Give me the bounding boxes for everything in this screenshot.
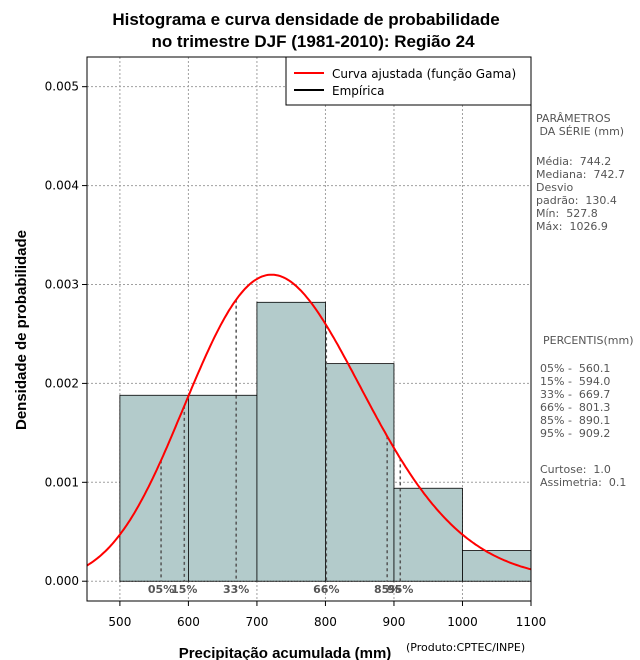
- params-values: Média: 744.2 Mediana: 742.7 Desvio padrã…: [536, 155, 625, 233]
- shape-stats: Curtose: 1.0 Assimetria: 0.1: [540, 463, 627, 489]
- histogram-bar-2: [256, 301, 326, 582]
- y-tick-label-2: 0.002: [45, 376, 79, 390]
- histogram-bar-1: [188, 394, 258, 582]
- percentile-label-2: 33%: [223, 583, 249, 596]
- legend-label-curve: Curva ajustada (função Gama): [332, 67, 516, 81]
- y-tick-label-1: 0.001: [45, 475, 79, 489]
- y-tick-label-0: 0.000: [45, 574, 79, 588]
- percentis-values: 05% - 560.1 15% - 594.0 33% - 669.7 66% …: [540, 362, 611, 440]
- y-axis-label: Densidade de probabilidade: [13, 230, 30, 430]
- histogram-bar-4: [393, 487, 463, 582]
- percentis-title: PERCENTIS(mm): [543, 334, 634, 347]
- y-tick-label-5: 0.005: [45, 80, 79, 94]
- legend: Curva ajustada (função Gama) Empírica: [285, 56, 532, 106]
- product-credit: (Produto:CPTEC/INPE): [406, 641, 526, 654]
- x-tick-label-3: 800: [314, 615, 337, 629]
- percentile-label-1: 15%: [171, 583, 197, 596]
- legend-box: [285, 56, 532, 106]
- percentile-lines: 05%15% 33% 66% 85%95%: [148, 299, 413, 596]
- y-tick-label-4: 0.004: [45, 179, 79, 193]
- histogram-bars: [119, 301, 532, 582]
- percentile-label-4: 85%: [374, 583, 400, 596]
- x-tick-label-6: 1100: [516, 615, 547, 629]
- chart-title-line2: no trimestre DJF (1981-2010): Região 24: [151, 32, 475, 51]
- gamma-curve-line: [86, 273, 532, 571]
- x-tick-label-0: 500: [108, 615, 131, 629]
- percentile-label-3: 66%: [313, 583, 339, 596]
- percentile-label-0: 05%: [148, 583, 174, 596]
- chart-title-line1: Histograma e curva densidade de probabil…: [112, 10, 499, 29]
- x-tick-label-4: 900: [383, 615, 406, 629]
- percentile-label-5: 95%: [387, 583, 413, 596]
- params-title: PARÂMETROS DA SÉRIE (mm): [536, 112, 625, 138]
- y-tick-label-3: 0.003: [45, 277, 79, 291]
- x-tick-label-1: 600: [177, 615, 200, 629]
- histogram-bar-3: [325, 363, 395, 582]
- axes: 500 600 700 800 900 1000 1100 0.000 0.001 0.002 0.…: [45, 80, 547, 629]
- x-tick-label-5: 1000: [447, 615, 478, 629]
- histogram-bar-0: [119, 394, 189, 582]
- legend-label-empirical: Empírica: [332, 84, 384, 98]
- x-axis-label: Precipitação acumulada (mm): [179, 645, 392, 660]
- x-tick-label-2: 700: [245, 615, 268, 629]
